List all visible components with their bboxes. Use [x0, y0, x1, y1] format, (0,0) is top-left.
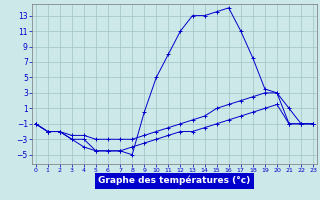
X-axis label: Graphe des températures (°c): Graphe des températures (°c)	[98, 176, 251, 185]
